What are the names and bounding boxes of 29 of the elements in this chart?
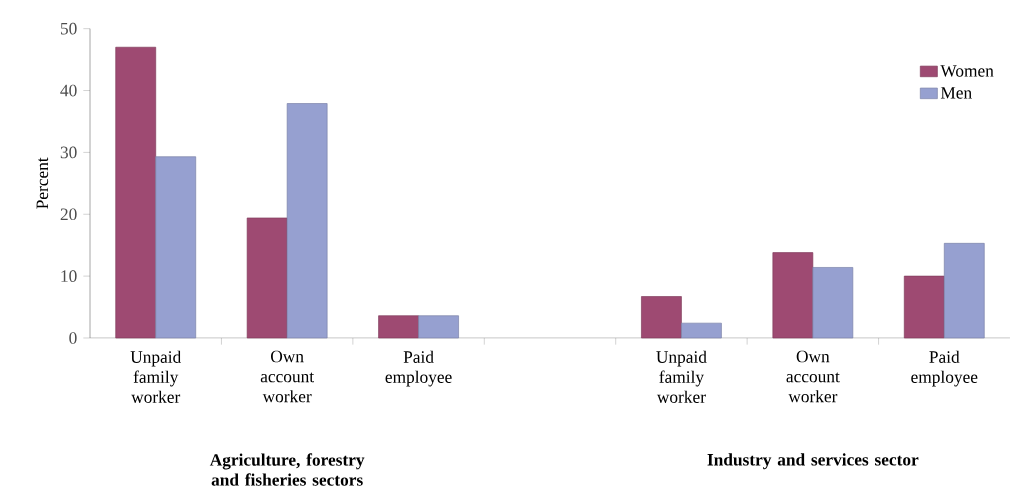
x-tick-label: Paid employee xyxy=(911,350,978,387)
y-tick-label: 20 xyxy=(60,208,77,221)
text: Agriculture, forestry and fisheries sectors xyxy=(209,453,365,486)
bar xyxy=(903,275,945,339)
x-tick-label: Paid employee xyxy=(385,350,452,387)
x-tick-label: Own account worker xyxy=(786,350,840,403)
y-tick-label: 0 xyxy=(69,332,77,344)
bar xyxy=(286,103,328,339)
bar xyxy=(772,252,814,339)
text: Industry and services sector xyxy=(707,453,919,470)
bar xyxy=(943,243,985,339)
x-tick-label: Unpaid family worker xyxy=(656,350,707,403)
bar xyxy=(155,156,197,339)
bar xyxy=(246,217,288,339)
y-tick-label: 40 xyxy=(60,84,77,97)
y-axis-title: Percent xyxy=(36,157,49,209)
bar xyxy=(115,46,157,339)
y-tick-label: 50 xyxy=(60,22,77,35)
legend-label: Women xyxy=(940,65,994,77)
bar xyxy=(418,315,459,339)
y-tick-label: 10 xyxy=(61,270,77,282)
bar xyxy=(378,315,419,339)
bar xyxy=(812,267,854,339)
bar xyxy=(641,296,682,339)
x-tick-label: Unpaid family worker xyxy=(130,350,182,403)
bar xyxy=(681,322,722,339)
y-tick-label: 30 xyxy=(60,146,77,159)
legend-label: Men xyxy=(940,87,972,99)
x-tick-label: Own account worker xyxy=(260,350,314,403)
